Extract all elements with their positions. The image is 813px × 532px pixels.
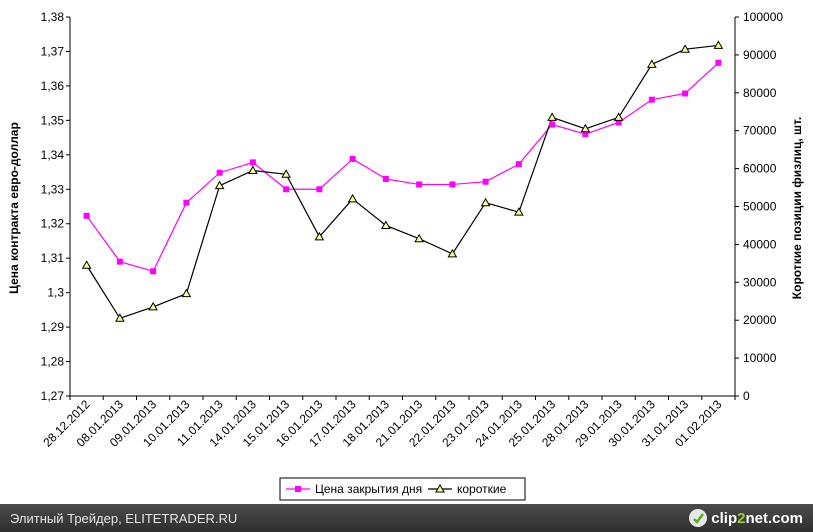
price-point <box>116 258 123 265</box>
y-tick-label: 1,32 <box>41 217 65 231</box>
clip2net-logo-icon <box>689 509 708 527</box>
shorts-point <box>613 112 624 121</box>
price-point <box>382 175 389 182</box>
price-point <box>150 268 157 275</box>
shorts-point <box>647 59 657 68</box>
shorts-point <box>248 165 258 174</box>
price-point <box>183 199 190 206</box>
price-point <box>216 169 223 176</box>
y2-tick-label: 50000 <box>743 200 777 214</box>
y2-tick-label: 70000 <box>743 124 777 138</box>
y-tick-label: 1,31 <box>41 251 65 265</box>
y-tick-label: 1,29 <box>41 320 65 334</box>
series-line-2 <box>86 44 719 320</box>
y-tick-label: 1,3 <box>47 286 64 300</box>
shorts-point <box>281 169 291 178</box>
y2-tick-label: 20000 <box>743 313 777 327</box>
shorts-point <box>447 248 458 258</box>
chart-axes: 1,27 1,28 1,29 1,3 1,31 1,32 1,33 1,34 1,35 1,36 1… <box>40 10 783 450</box>
price-point <box>582 131 589 138</box>
watermark-text: clip2net.com <box>711 510 803 527</box>
y-tick-label: 1,34 <box>41 148 65 162</box>
shorts-point <box>181 288 192 298</box>
price-point <box>682 90 689 97</box>
y2-tick-label: 90000 <box>743 48 777 62</box>
y2-tick-label: 40000 <box>743 237 777 251</box>
series-lines <box>86 44 719 320</box>
legend-marker-2 <box>435 483 445 493</box>
watermark-prefix: clip <box>711 509 738 527</box>
shorts-point <box>480 197 491 207</box>
price-point <box>416 181 423 188</box>
price-point <box>715 59 722 66</box>
footer-caption: Элитный Трейдер, ELITETRADER.RU <box>10 511 238 526</box>
price-point <box>615 119 622 126</box>
shorts-point <box>347 193 358 203</box>
y-tick-label: 1,36 <box>41 79 65 93</box>
shorts-point <box>514 207 524 216</box>
y-tick-label: 1,28 <box>41 355 65 369</box>
y2-tick-label: 80000 <box>743 86 777 100</box>
price-point <box>549 121 556 128</box>
price-point <box>249 159 256 166</box>
watermark-suffix: net.com <box>745 509 803 527</box>
series-line-1 <box>86 62 719 272</box>
shorts-point <box>214 180 225 190</box>
y-tick-label: 1,27 <box>41 389 65 403</box>
y2-tick-label: 30000 <box>743 275 777 289</box>
y2-tick-label: 60000 <box>743 162 777 176</box>
footer-bar: Элитный Трейдер, ELITETRADER.RU clip2net… <box>0 504 813 532</box>
y2-tick-label: 100000 <box>743 10 783 24</box>
legend-box <box>279 477 526 501</box>
shorts-point <box>414 233 424 243</box>
shorts-point <box>381 220 391 229</box>
price-point <box>648 96 655 103</box>
y-tick-label: 1,35 <box>41 113 65 127</box>
shorts-point <box>81 260 92 269</box>
legend-label-1: Цена закрытия дня <box>315 482 422 496</box>
shorts-point <box>148 301 158 311</box>
shorts-point <box>115 313 125 322</box>
watermark: clip2net.com <box>688 507 803 529</box>
series-markers <box>81 40 724 322</box>
shorts-point <box>314 231 325 241</box>
price-point <box>83 212 90 219</box>
y-axis-title: Цена контракта евро-доллар <box>7 122 21 294</box>
y2-tick-label: 10000 <box>743 351 777 365</box>
price-point <box>449 181 456 188</box>
legend: Цена закрытия дня короткие <box>279 477 526 501</box>
y2-axis-title: Короткие позиции физлиц, шт. <box>790 117 804 299</box>
price-point <box>283 186 290 193</box>
legend-marker-1 <box>295 486 301 492</box>
price-point <box>482 178 489 185</box>
shorts-point <box>547 112 557 121</box>
shorts-point <box>680 44 690 53</box>
price-point <box>349 155 356 162</box>
legend-label-2: короткие <box>457 482 507 496</box>
chart: 1,27 1,28 1,29 1,3 1,31 1,32 1,33 1,34 1,35 1,36 1… <box>7 10 804 501</box>
shorts-point <box>713 40 724 49</box>
y-tick-label: 1,37 <box>41 44 65 58</box>
price-point <box>316 186 323 193</box>
y-tick-label: 1,33 <box>41 182 65 196</box>
y2-tick-label: 0 <box>743 389 750 403</box>
shorts-point <box>580 123 591 133</box>
price-point <box>515 161 522 168</box>
watermark-number: 2 <box>737 509 746 527</box>
y-tick-label: 1,38 <box>41 10 65 24</box>
